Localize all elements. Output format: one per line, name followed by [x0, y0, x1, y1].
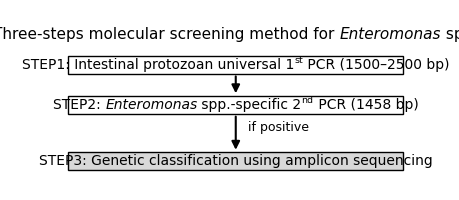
- Text: Enteromonas: Enteromonas: [339, 27, 440, 42]
- Text: spp.-specific 2: spp.-specific 2: [197, 98, 301, 112]
- FancyBboxPatch shape: [68, 96, 403, 114]
- FancyBboxPatch shape: [68, 152, 403, 170]
- Text: PCR (1458 bp): PCR (1458 bp): [313, 98, 418, 112]
- Text: Three-steps molecular screening method for: Three-steps molecular screening method f…: [0, 27, 339, 42]
- Text: STEP1: Intestinal protozoan universal 1: STEP1: Intestinal protozoan universal 1: [22, 58, 294, 72]
- Text: STEP3: Genetic classification using amplicon sequencing: STEP3: Genetic classification using ampl…: [39, 154, 431, 168]
- FancyBboxPatch shape: [68, 56, 403, 74]
- Text: Enteromonas: Enteromonas: [105, 98, 197, 112]
- Text: spp.: spp.: [440, 27, 459, 42]
- Text: STEP2:: STEP2:: [53, 98, 105, 112]
- Text: if positive: if positive: [248, 121, 308, 134]
- Text: nd: nd: [301, 96, 313, 105]
- Text: PCR (1500–2500 bp): PCR (1500–2500 bp): [302, 58, 448, 72]
- Text: st: st: [294, 56, 302, 65]
